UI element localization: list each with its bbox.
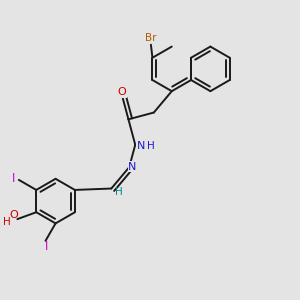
Text: N: N (136, 141, 145, 151)
Text: O: O (9, 210, 18, 220)
Text: I: I (44, 241, 48, 254)
Text: N: N (128, 162, 136, 172)
Text: Br: Br (145, 33, 157, 43)
Text: O: O (118, 87, 126, 97)
Text: H: H (3, 217, 11, 227)
Text: H: H (148, 141, 155, 151)
Text: H: H (115, 187, 123, 196)
Text: I: I (12, 172, 15, 185)
